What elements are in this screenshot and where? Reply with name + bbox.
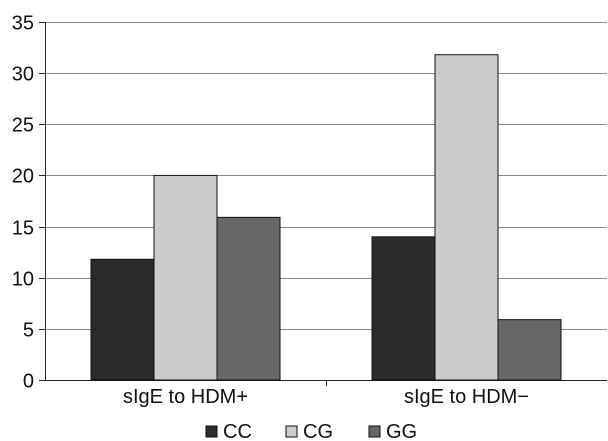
bar-cc-1 xyxy=(91,259,154,380)
bar-cg-2 xyxy=(435,55,498,380)
y-tick-label: 25 xyxy=(12,115,34,137)
y-tick-label: 35 xyxy=(12,13,34,35)
y-tick-label: 30 xyxy=(12,64,34,86)
y-tick-label: 15 xyxy=(12,218,34,240)
legend-label-gg: GG xyxy=(386,421,417,441)
legend-swatch-cg xyxy=(286,426,297,437)
y-tick-label: 0 xyxy=(23,371,34,393)
legend: CC CG GG xyxy=(206,421,417,441)
legend-label-cc: CC xyxy=(223,421,252,441)
y-tick-labels: 0 5 10 15 20 25 30 35 xyxy=(12,13,34,393)
bar-gg-2 xyxy=(498,320,561,380)
x-category-label: sIgE to HDM+ xyxy=(123,386,248,408)
legend-label-cg: CG xyxy=(303,421,333,441)
bar-cc-2 xyxy=(372,237,435,380)
legend-swatch-gg xyxy=(369,426,380,437)
legend-swatch-cc xyxy=(206,426,217,437)
bars xyxy=(91,55,561,380)
bar-gg-1 xyxy=(217,217,280,380)
x-category-labels: sIgE to HDM+ sIgE to HDM− xyxy=(123,386,529,408)
bar-cg-1 xyxy=(154,175,217,380)
x-category-label: sIgE to HDM− xyxy=(404,386,529,408)
y-tick-label: 5 xyxy=(23,320,34,342)
y-tick-label: 10 xyxy=(12,269,34,291)
y-tick-label: 20 xyxy=(12,166,34,188)
